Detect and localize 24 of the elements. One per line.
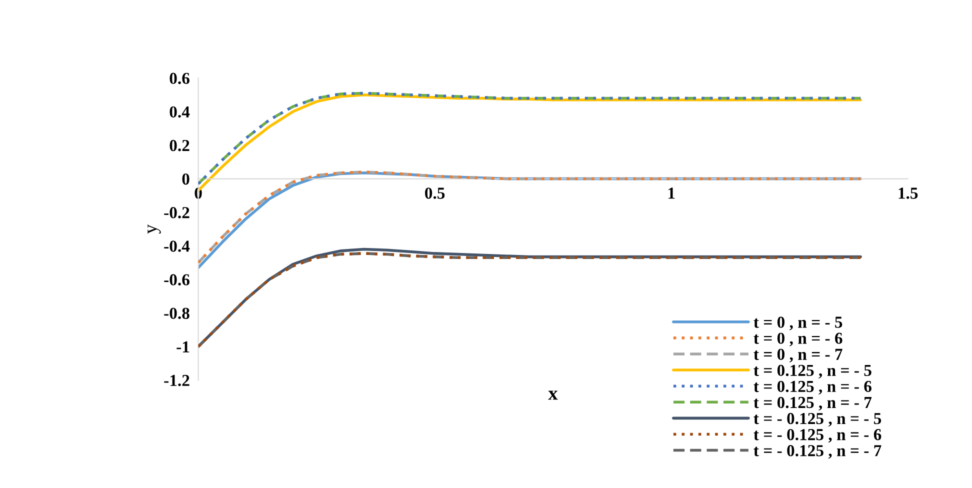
y-tick-label: 0.2 xyxy=(170,140,190,152)
legend-label: t = 0.125 , n = - 7 xyxy=(754,396,872,411)
legend-label: t = - 0.125 , n = - 6 xyxy=(754,428,882,443)
x-tick-label: 0.5 xyxy=(425,188,445,199)
x-axis-title: x xyxy=(548,390,558,400)
y-tick-label: 0.4 xyxy=(170,106,190,118)
y-tick-label: -0.4 xyxy=(164,240,190,252)
y-axis-title: y xyxy=(148,224,161,234)
y-tick-label: -1 xyxy=(176,341,190,352)
legend-label: t = - 0.125 , n = - 5 xyxy=(754,412,882,427)
x-tick-label: 1.5 xyxy=(898,188,918,199)
y-tick-label: 0.6 xyxy=(170,72,190,84)
legend-label: t = 0 , n = - 6 xyxy=(754,332,842,346)
y-tick-label: -0.2 xyxy=(164,207,190,218)
legend-label: t = - 0.125 , n = - 7 xyxy=(754,445,882,459)
y-tick-label: -0.8 xyxy=(164,308,190,320)
y-tick-label: -0.6 xyxy=(164,274,190,286)
y-tick-label: -1.2 xyxy=(164,374,190,386)
legend-label: t = 0.125 , n = - 6 xyxy=(754,380,872,394)
legend-label: t = 0 , n = - 7 xyxy=(754,348,842,362)
legend-label: t = 0 , n = - 5 xyxy=(754,316,842,330)
y-tick-label: 0 xyxy=(182,173,190,185)
legend-label: t = 0.125 , n = - 5 xyxy=(754,364,872,378)
x-tick-label: 1 xyxy=(668,188,675,199)
